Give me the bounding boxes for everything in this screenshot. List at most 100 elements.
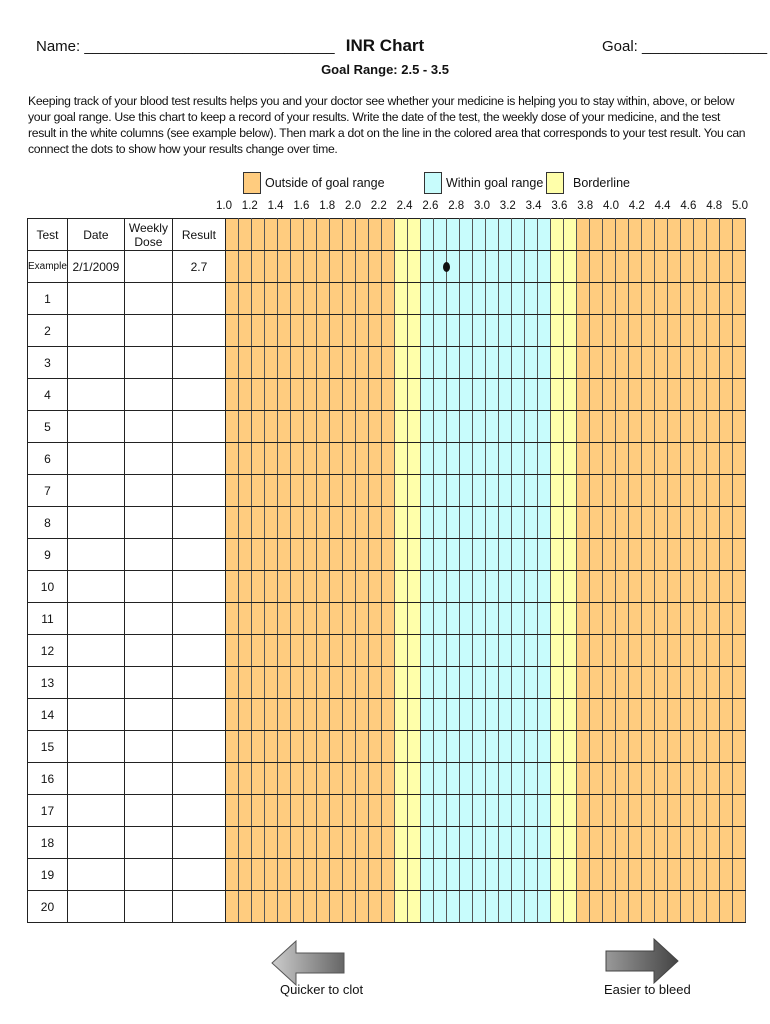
grid-cell[interactable] <box>264 602 278 635</box>
grid-cell[interactable] <box>472 602 486 635</box>
grid-cell[interactable] <box>667 730 681 763</box>
grid-cell[interactable] <box>550 442 564 475</box>
grid-cell[interactable] <box>303 826 317 859</box>
grid-cell[interactable] <box>485 602 499 635</box>
grid-cell[interactable] <box>446 442 460 475</box>
grid-cell[interactable] <box>277 698 291 731</box>
grid-cell[interactable] <box>368 858 382 891</box>
grid-cell[interactable] <box>225 602 239 635</box>
grid-cell[interactable] <box>368 282 382 315</box>
grid-cell[interactable] <box>433 698 447 731</box>
grid-cell[interactable] <box>550 378 564 411</box>
result-input[interactable] <box>171 826 226 859</box>
grid-cell[interactable] <box>459 602 473 635</box>
dose-input[interactable] <box>123 570 173 603</box>
grid-cell[interactable] <box>433 570 447 603</box>
grid-cell[interactable] <box>407 890 421 923</box>
grid-cell[interactable] <box>706 410 720 443</box>
grid-cell[interactable] <box>524 218 538 251</box>
grid-cell[interactable] <box>303 314 317 347</box>
grid-cell[interactable] <box>420 282 434 315</box>
grid-cell[interactable] <box>420 762 434 795</box>
grid-cell[interactable] <box>355 538 369 571</box>
grid-cell[interactable] <box>654 602 668 635</box>
grid-cell[interactable] <box>446 570 460 603</box>
grid-cell[interactable] <box>459 890 473 923</box>
goal-field[interactable]: Goal: _______________ <box>602 38 768 55</box>
grid-cell[interactable] <box>667 570 681 603</box>
grid-cell[interactable] <box>719 730 733 763</box>
grid-cell[interactable] <box>238 794 252 827</box>
grid-cell[interactable] <box>524 410 538 443</box>
grid-cell[interactable] <box>706 730 720 763</box>
grid-cell[interactable] <box>381 250 395 283</box>
grid-cell[interactable] <box>303 570 317 603</box>
grid-cell[interactable] <box>693 506 707 539</box>
grid-cell[interactable] <box>381 730 395 763</box>
grid-cell[interactable] <box>303 410 317 443</box>
date-input[interactable] <box>66 442 125 475</box>
grid-cell[interactable] <box>316 250 330 283</box>
grid-cell[interactable] <box>459 282 473 315</box>
grid-cell[interactable] <box>654 762 668 795</box>
grid-cell[interactable] <box>693 794 707 827</box>
grid-cell[interactable] <box>524 762 538 795</box>
grid-cell[interactable] <box>264 538 278 571</box>
grid-cell[interactable] <box>264 666 278 699</box>
grid-cell[interactable] <box>550 762 564 795</box>
grid-cell[interactable] <box>472 762 486 795</box>
grid-cell[interactable] <box>524 442 538 475</box>
grid-cell[interactable] <box>550 346 564 379</box>
grid-cell[interactable] <box>628 282 642 315</box>
result-input[interactable] <box>171 506 226 539</box>
grid-cell[interactable] <box>667 314 681 347</box>
grid-cell[interactable] <box>407 602 421 635</box>
grid-cell[interactable] <box>381 762 395 795</box>
grid-cell[interactable] <box>706 218 720 251</box>
grid-cell[interactable] <box>446 410 460 443</box>
grid-cell[interactable] <box>576 282 590 315</box>
grid-cell[interactable] <box>394 762 408 795</box>
grid-cell[interactable] <box>329 314 343 347</box>
dose-input[interactable] <box>123 826 173 859</box>
grid-cell[interactable] <box>693 858 707 891</box>
grid-cell[interactable] <box>433 250 450 283</box>
grid-cell[interactable] <box>628 570 642 603</box>
grid-cell[interactable] <box>368 442 382 475</box>
grid-cell[interactable] <box>615 794 629 827</box>
grid-cell[interactable] <box>342 762 356 795</box>
grid-cell[interactable] <box>446 282 460 315</box>
grid-cell[interactable] <box>225 250 239 283</box>
grid-cell[interactable] <box>342 698 356 731</box>
grid-cell[interactable] <box>706 570 720 603</box>
grid-cell[interactable] <box>342 218 356 251</box>
grid-cell[interactable] <box>641 218 655 251</box>
grid-cell[interactable] <box>563 666 577 699</box>
grid-cell[interactable] <box>368 410 382 443</box>
grid-cell[interactable] <box>459 858 473 891</box>
grid-cell[interactable] <box>329 474 343 507</box>
dose-input[interactable] <box>123 474 173 507</box>
grid-cell[interactable] <box>550 666 564 699</box>
grid-cell[interactable] <box>381 474 395 507</box>
grid-cell[interactable] <box>563 474 577 507</box>
grid-cell[interactable] <box>472 442 486 475</box>
grid-cell[interactable] <box>667 762 681 795</box>
grid-cell[interactable] <box>433 634 447 667</box>
grid-cell[interactable] <box>316 346 330 379</box>
date-input[interactable] <box>66 858 125 891</box>
grid-cell[interactable] <box>537 314 551 347</box>
grid-cell[interactable] <box>732 282 746 315</box>
name-field[interactable]: Name: ______________________________ <box>36 38 335 55</box>
grid-cell[interactable] <box>368 666 382 699</box>
grid-cell[interactable] <box>667 474 681 507</box>
grid-cell[interactable] <box>589 410 603 443</box>
grid-cell[interactable] <box>732 634 746 667</box>
grid-cell[interactable] <box>732 666 746 699</box>
grid-cell[interactable] <box>654 538 668 571</box>
grid-cell[interactable] <box>225 410 239 443</box>
grid-cell[interactable] <box>641 442 655 475</box>
dose-input[interactable] <box>123 506 173 539</box>
grid-cell[interactable] <box>238 506 252 539</box>
grid-cell[interactable] <box>628 826 642 859</box>
